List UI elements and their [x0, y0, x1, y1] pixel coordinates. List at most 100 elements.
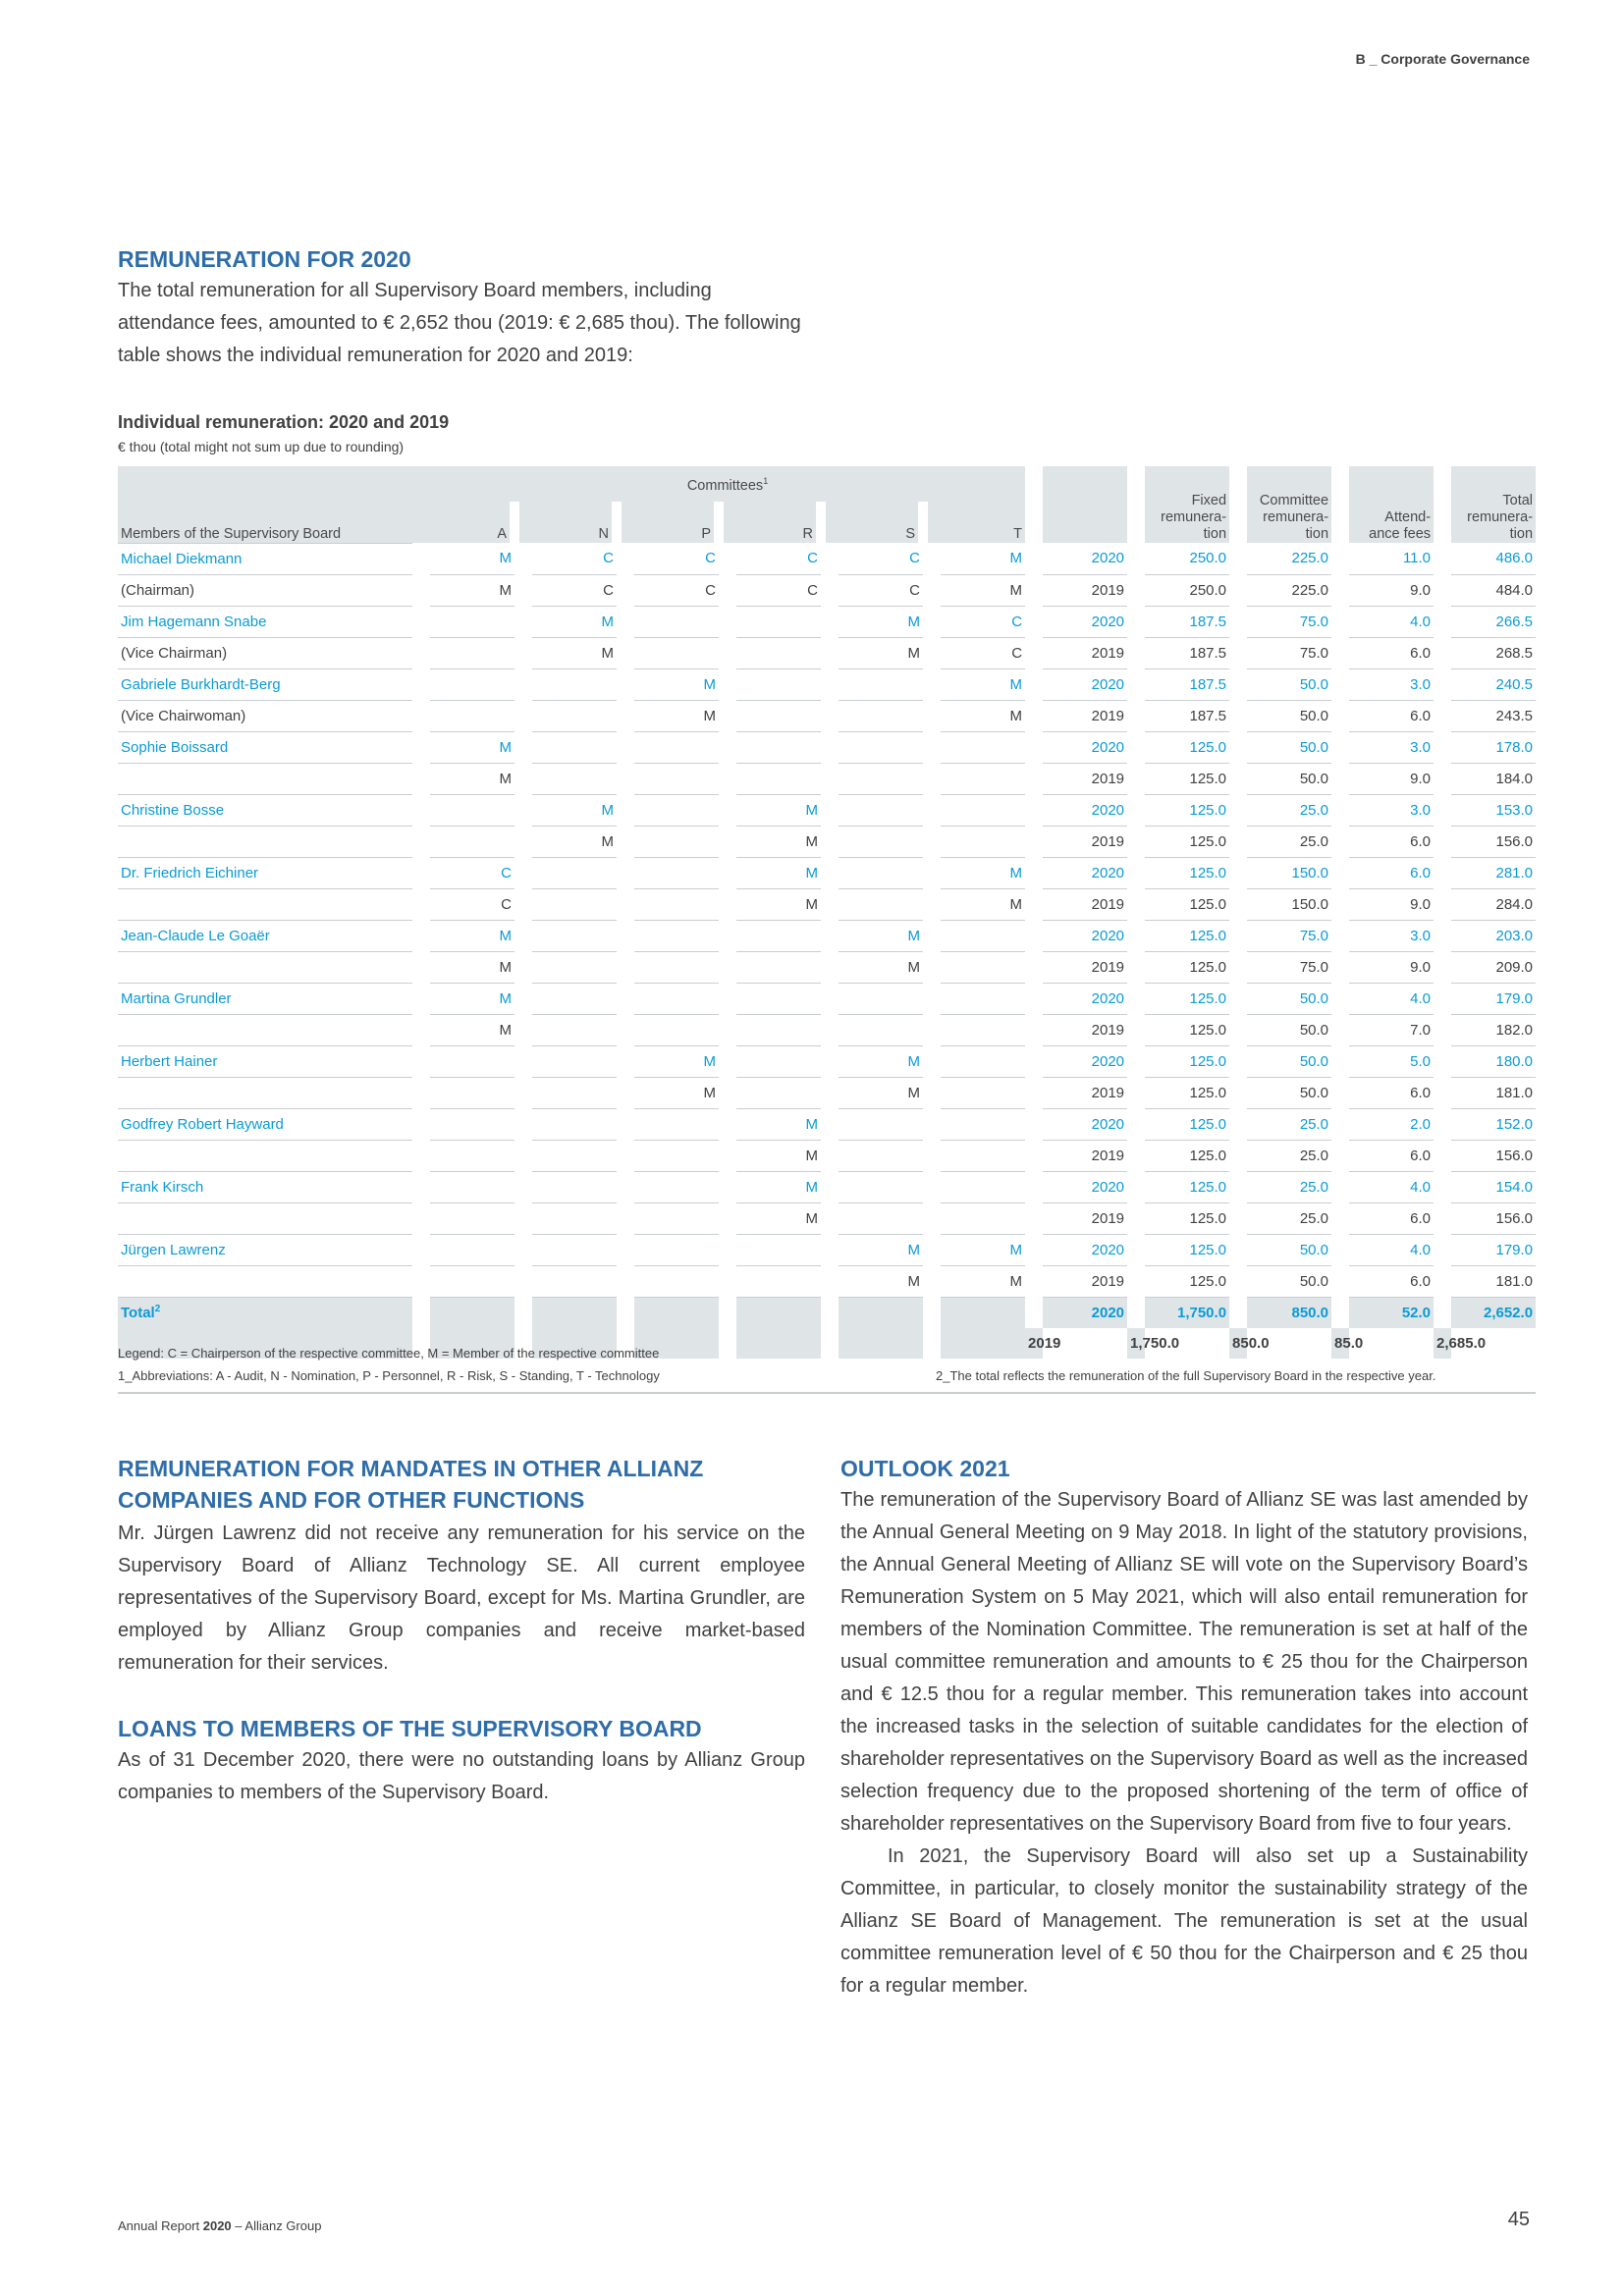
attendance-fees: 85.0: [1331, 1327, 1363, 1359]
year: 2019: [1043, 763, 1128, 795]
total-row: 2019 1,750.0 850.0 85.0 2,685.0: [118, 1327, 1536, 1359]
committee-p: C: [634, 574, 719, 607]
committee-remuneration: 850.0: [1247, 1297, 1332, 1328]
committee-s: [839, 1014, 923, 1046]
committee-n: M: [532, 637, 617, 669]
committee-n: [532, 1108, 617, 1141]
outlook-paragraph-1: The remuneration of the Supervisory Boar…: [840, 1489, 1528, 1835]
committee-p: M: [634, 1045, 719, 1078]
fixed-remuneration: 125.0: [1145, 1171, 1230, 1203]
committee-n: [532, 1234, 617, 1266]
committee-t: [941, 1108, 1026, 1141]
committee-p: [634, 857, 719, 889]
committee-s: [839, 857, 923, 889]
attendance-fees: 4.0: [1349, 1171, 1435, 1203]
committee-a: M: [430, 574, 514, 607]
year: 2020: [1043, 731, 1128, 764]
committee-r: [736, 637, 821, 669]
total-remuneration: 180.0: [1451, 1045, 1537, 1078]
fixed-remuneration: 125.0: [1145, 983, 1230, 1015]
committee-r: [736, 1265, 821, 1298]
member-name: Martina Grundler: [118, 983, 412, 1015]
year: 2019: [1043, 826, 1128, 858]
table-row: (Vice Chairwoman) M M 2019 187.5 50.0 6.0 243.5: [118, 700, 1537, 732]
page-number: 45: [1507, 2209, 1530, 2230]
table-row: Jim Hagemann Snabe M M C 2020 187.5 75.0 4.0 266…: [118, 606, 1537, 638]
committee-r: M: [736, 1171, 821, 1203]
member-name: Jim Hagemann Snabe: [118, 606, 412, 638]
committee-r: [736, 951, 821, 984]
member-name: Godfrey Robert Hayward: [118, 1108, 412, 1141]
committee-a: [430, 1171, 514, 1203]
committee-p: [634, 1140, 719, 1172]
year: 2019: [1025, 1327, 1060, 1359]
committee-remuneration: 225.0: [1247, 574, 1332, 607]
committee-remuneration: 75.0: [1247, 951, 1332, 984]
committee-t: [941, 1077, 1026, 1109]
table-row: M 2019 125.0 25.0 6.0 156.0: [118, 1202, 1537, 1235]
fixed-header: Fixed remunera- tion: [1145, 466, 1230, 543]
table-row: M 2019 125.0 50.0 9.0 184.0: [118, 763, 1537, 795]
committee-n: [532, 1140, 617, 1172]
total-remuneration: 178.0: [1451, 731, 1537, 764]
table-row: M 2019 125.0 50.0 7.0 182.0: [118, 1014, 1537, 1046]
loans-heading: LOANS TO MEMBERS OF THE SUPERVISORY BOAR…: [118, 1716, 702, 1741]
year: 2020: [1043, 543, 1128, 575]
committee-p: M: [634, 668, 719, 701]
committee-t: M: [941, 857, 1026, 889]
year-header: [1043, 466, 1128, 543]
total-remuneration: 179.0: [1451, 1234, 1537, 1266]
attendance-fees: 6.0: [1349, 826, 1435, 858]
intro-paragraph: The total remuneration for all Superviso…: [118, 280, 801, 366]
committee-a: [430, 1234, 514, 1266]
total-remuneration: 484.0: [1451, 574, 1537, 607]
table-footnote-1: 1_Abbreviations: A - Audit, N - Nominati…: [118, 1368, 660, 1383]
committee-a: [430, 1140, 514, 1172]
table-row: Christine Bosse M M 2020 125.0 25.0 3.0 153.0: [118, 794, 1537, 827]
attendance-fees: 5.0: [1349, 1045, 1435, 1078]
table-row: Michael Diekmann M C C C C M 2020 250.0 225.0 11.0…: [118, 543, 1537, 575]
committee-r: [736, 700, 821, 732]
member-name: [118, 763, 412, 795]
committee-remuneration: 75.0: [1247, 637, 1332, 669]
year: 2019: [1043, 951, 1128, 984]
committee-s: C: [839, 574, 923, 607]
year: 2019: [1043, 700, 1128, 732]
committee-remuneration: 50.0: [1247, 668, 1332, 701]
total-remuneration: 152.0: [1451, 1108, 1537, 1141]
committee-p: [634, 1014, 719, 1046]
member-name: [118, 1077, 412, 1109]
table-row: (Vice Chairman) M M C 2019 187.5 75.0 6.0 268.5: [118, 637, 1537, 669]
member-name: Sophie Boissard: [118, 731, 412, 764]
member-name: Michael Diekmann: [118, 543, 412, 575]
left-column: REMUNERATION FOR MANDATES IN OTHER ALLIA…: [118, 1453, 805, 1809]
committee-s: [839, 826, 923, 858]
committee-s: [839, 731, 923, 764]
committee-t: M: [941, 1234, 1026, 1266]
table-row: M M 2019 125.0 50.0 6.0 181.0: [118, 1265, 1537, 1298]
attendance-fees: 6.0: [1349, 637, 1435, 669]
year: 2020: [1043, 606, 1128, 638]
fixed-remuneration: 250.0: [1145, 543, 1230, 575]
total-remuneration: 266.5: [1451, 606, 1537, 638]
table-row: Godfrey Robert Hayward M 2020 125.0 25.0 2.0 1…: [118, 1108, 1537, 1141]
committee-a: M: [430, 951, 514, 984]
year: 2020: [1043, 1045, 1128, 1078]
total-remuneration: 281.0: [1451, 857, 1537, 889]
committee-remuneration: 225.0: [1247, 543, 1332, 575]
committee-t: C: [941, 637, 1026, 669]
fixed-remuneration: 125.0: [1145, 1077, 1230, 1109]
member-name: [118, 1202, 412, 1235]
committee-n: [532, 668, 617, 701]
committee-s: M: [839, 637, 923, 669]
table-row: M M 2019 125.0 50.0 6.0 181.0: [118, 1077, 1537, 1109]
table-row: Sophie Boissard M 2020 125.0 50.0 3.0 178.0: [118, 731, 1537, 764]
mandates-paragraph: Mr. Jürgen Lawrenz did not receive any r…: [118, 1522, 805, 1674]
committee-remuneration: 75.0: [1247, 606, 1332, 638]
committee-n: [532, 1045, 617, 1078]
committee-r: [736, 1045, 821, 1078]
committee-a: [430, 1108, 514, 1141]
year: 2020: [1043, 794, 1128, 827]
committee-t: [941, 763, 1026, 795]
committee-p: [634, 983, 719, 1015]
